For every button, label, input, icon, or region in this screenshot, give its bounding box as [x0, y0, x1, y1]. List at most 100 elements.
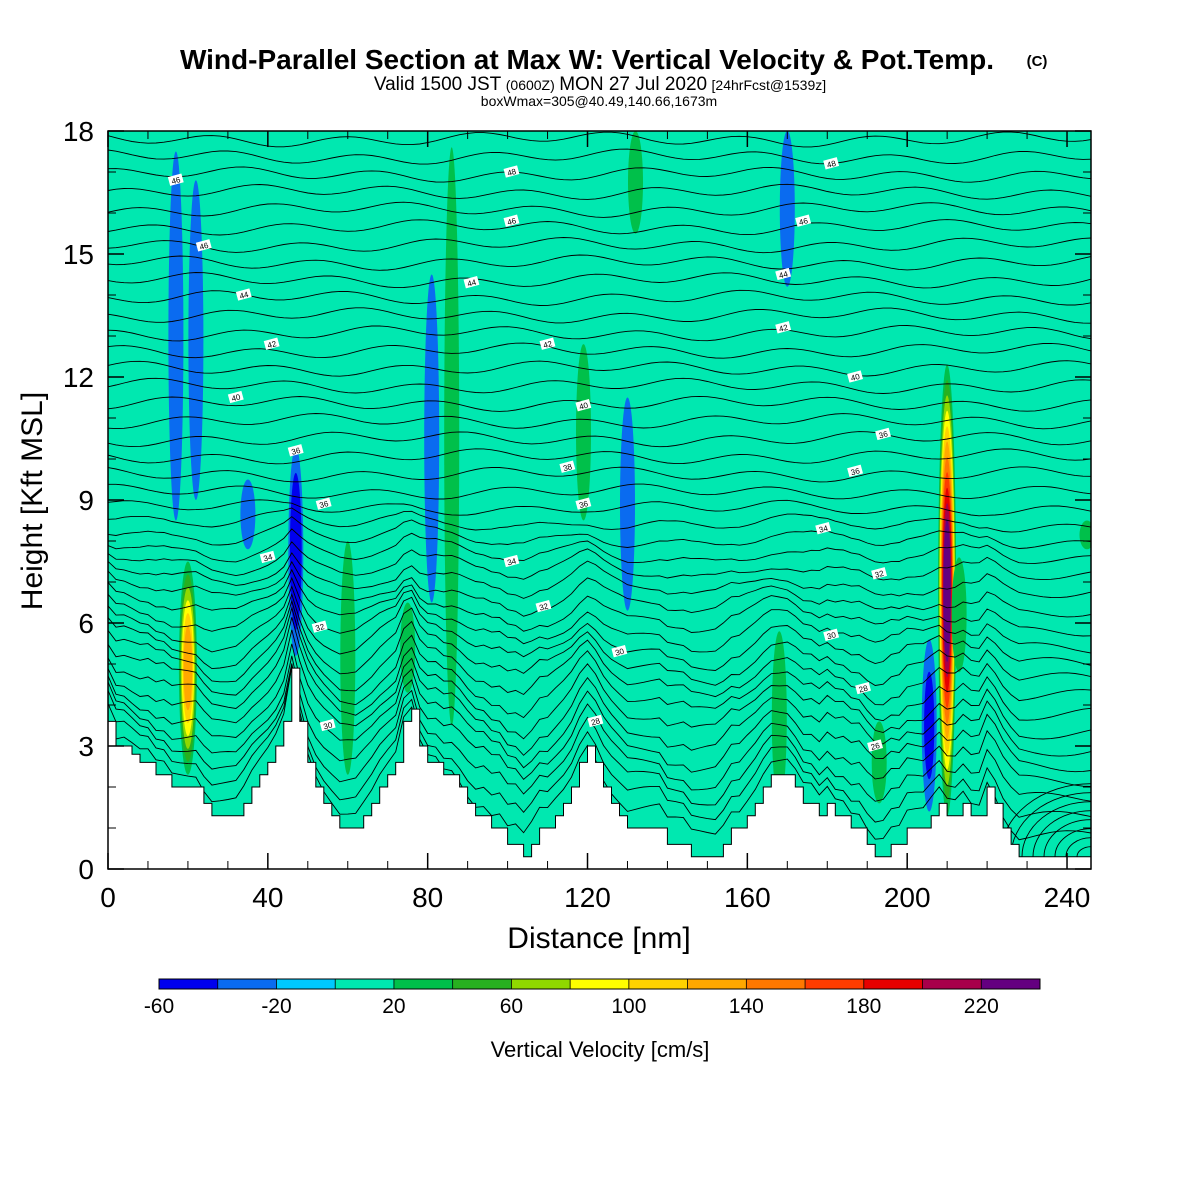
colorbar-swatch	[276, 979, 336, 989]
valid-date: MON 27 Jul 2020	[559, 74, 707, 95]
theta-contour-label: 32	[871, 567, 887, 580]
label-text: 34	[262, 552, 273, 563]
colorbar-swatch	[452, 979, 512, 989]
label-box	[503, 165, 520, 178]
label-text: 48	[826, 159, 837, 170]
theta-contour-line	[108, 377, 1091, 394]
velocity-band	[576, 344, 591, 521]
velocity-band	[444, 147, 460, 726]
theta-contour-label: 32	[311, 620, 328, 633]
x-tick-label: 160	[724, 882, 771, 913]
theta-contour-line	[108, 568, 1091, 637]
velocity-band	[943, 518, 951, 662]
theta-contour-label: 28	[587, 714, 604, 728]
velocity-feature	[576, 344, 591, 521]
velocity-feature	[424, 274, 440, 603]
velocity-feature	[178, 561, 197, 775]
label-box	[311, 620, 328, 633]
forecast-info: [24hrFcst@1539z]	[712, 77, 827, 93]
theta-contour-label: 40	[575, 399, 592, 412]
theta-contour-label: 44	[463, 276, 480, 289]
theta-contour-label: 34	[259, 550, 276, 563]
theta-contour-label: 40	[847, 370, 863, 383]
label-text: 28	[590, 716, 601, 727]
theta-contour-label: 36	[575, 497, 592, 510]
velocity-feature	[1079, 520, 1091, 550]
theta-contour-line	[108, 289, 1091, 306]
subtitle-valid: Valid 1500 JST (0600Z) MON 27 Jul 2020 […	[374, 74, 826, 95]
label-text: 32	[314, 622, 325, 633]
theta-contour-label: 32	[535, 599, 552, 613]
theta-contour-line	[108, 585, 1091, 671]
velocity-field	[168, 131, 1091, 816]
label-box	[815, 522, 832, 535]
velocity-feature	[620, 397, 635, 611]
colorbar-tick-label: 180	[846, 995, 881, 1018]
label-box	[167, 173, 184, 186]
velocity-feature	[240, 479, 256, 550]
y-tick-label: 18	[63, 116, 94, 147]
label-text: 42	[266, 339, 277, 350]
theta-contour-label: 42	[775, 321, 792, 334]
colorbar-swatch	[628, 979, 688, 989]
colorbar-swatch	[981, 979, 1040, 989]
colorbar-swatch	[863, 979, 923, 989]
label-box	[535, 599, 552, 613]
velocity-feature	[444, 147, 460, 726]
velocity-band	[188, 180, 204, 500]
label-box	[823, 157, 840, 170]
label-text: 40	[231, 392, 242, 403]
velocity-feature	[921, 639, 937, 812]
label-box	[875, 427, 891, 441]
label-box	[287, 444, 304, 457]
velocity-band	[183, 626, 193, 711]
theta-contour-label: 34	[503, 554, 520, 567]
theta-contour-line	[108, 237, 1091, 254]
colorbar-tick-label: 140	[729, 995, 764, 1018]
label-text: 30	[826, 630, 837, 641]
x-tick-label: 0	[100, 882, 116, 913]
label-box	[195, 239, 212, 252]
label-text: 34	[506, 556, 517, 567]
theta-contour-line	[108, 395, 1091, 412]
theta-contour-line	[108, 552, 1091, 599]
theta-contour-line	[108, 360, 1091, 377]
theta-contour-label: 38	[559, 460, 576, 473]
theta-contour-label: 42	[263, 337, 280, 350]
theta-contour-line	[108, 431, 1091, 448]
colorbar-swatch	[922, 979, 982, 989]
theta-contour-label: 26	[867, 739, 883, 752]
theta-contour-label: 28	[855, 681, 871, 695]
theta-contour-line	[108, 114, 1091, 129]
velocity-feature	[168, 151, 184, 521]
velocity-band	[628, 131, 643, 234]
colorbar-swatch	[805, 979, 864, 989]
theta-contour-label: 34	[815, 522, 832, 535]
label-text: 44	[466, 278, 477, 289]
theta-contour-line	[108, 307, 1091, 324]
label-box	[575, 497, 592, 510]
velocity-feature	[779, 131, 795, 287]
colorbar-swatch	[511, 979, 571, 989]
label-box	[795, 214, 812, 227]
y-tick-label: 6	[78, 608, 94, 639]
velocity-band	[779, 131, 795, 287]
colorbar-label: Vertical Velocity [cm/s]	[491, 1037, 710, 1062]
label-text: 36	[290, 446, 301, 457]
theta-contour-line	[108, 131, 1091, 148]
label-box	[587, 714, 604, 728]
colorbar-tick-label: 20	[382, 995, 405, 1018]
colorbar-tick-label: 60	[500, 995, 523, 1018]
velocity-band	[1079, 520, 1091, 550]
label-text: 38	[562, 462, 573, 473]
label-text: 34	[818, 524, 829, 535]
velocity-band	[924, 671, 935, 780]
colorbar-swatch	[159, 979, 218, 989]
label-box	[235, 288, 252, 301]
label-box	[867, 739, 883, 752]
theta-contour-line	[108, 516, 1091, 549]
label-text: 40	[850, 372, 861, 383]
colorbar-swatch	[335, 979, 394, 989]
